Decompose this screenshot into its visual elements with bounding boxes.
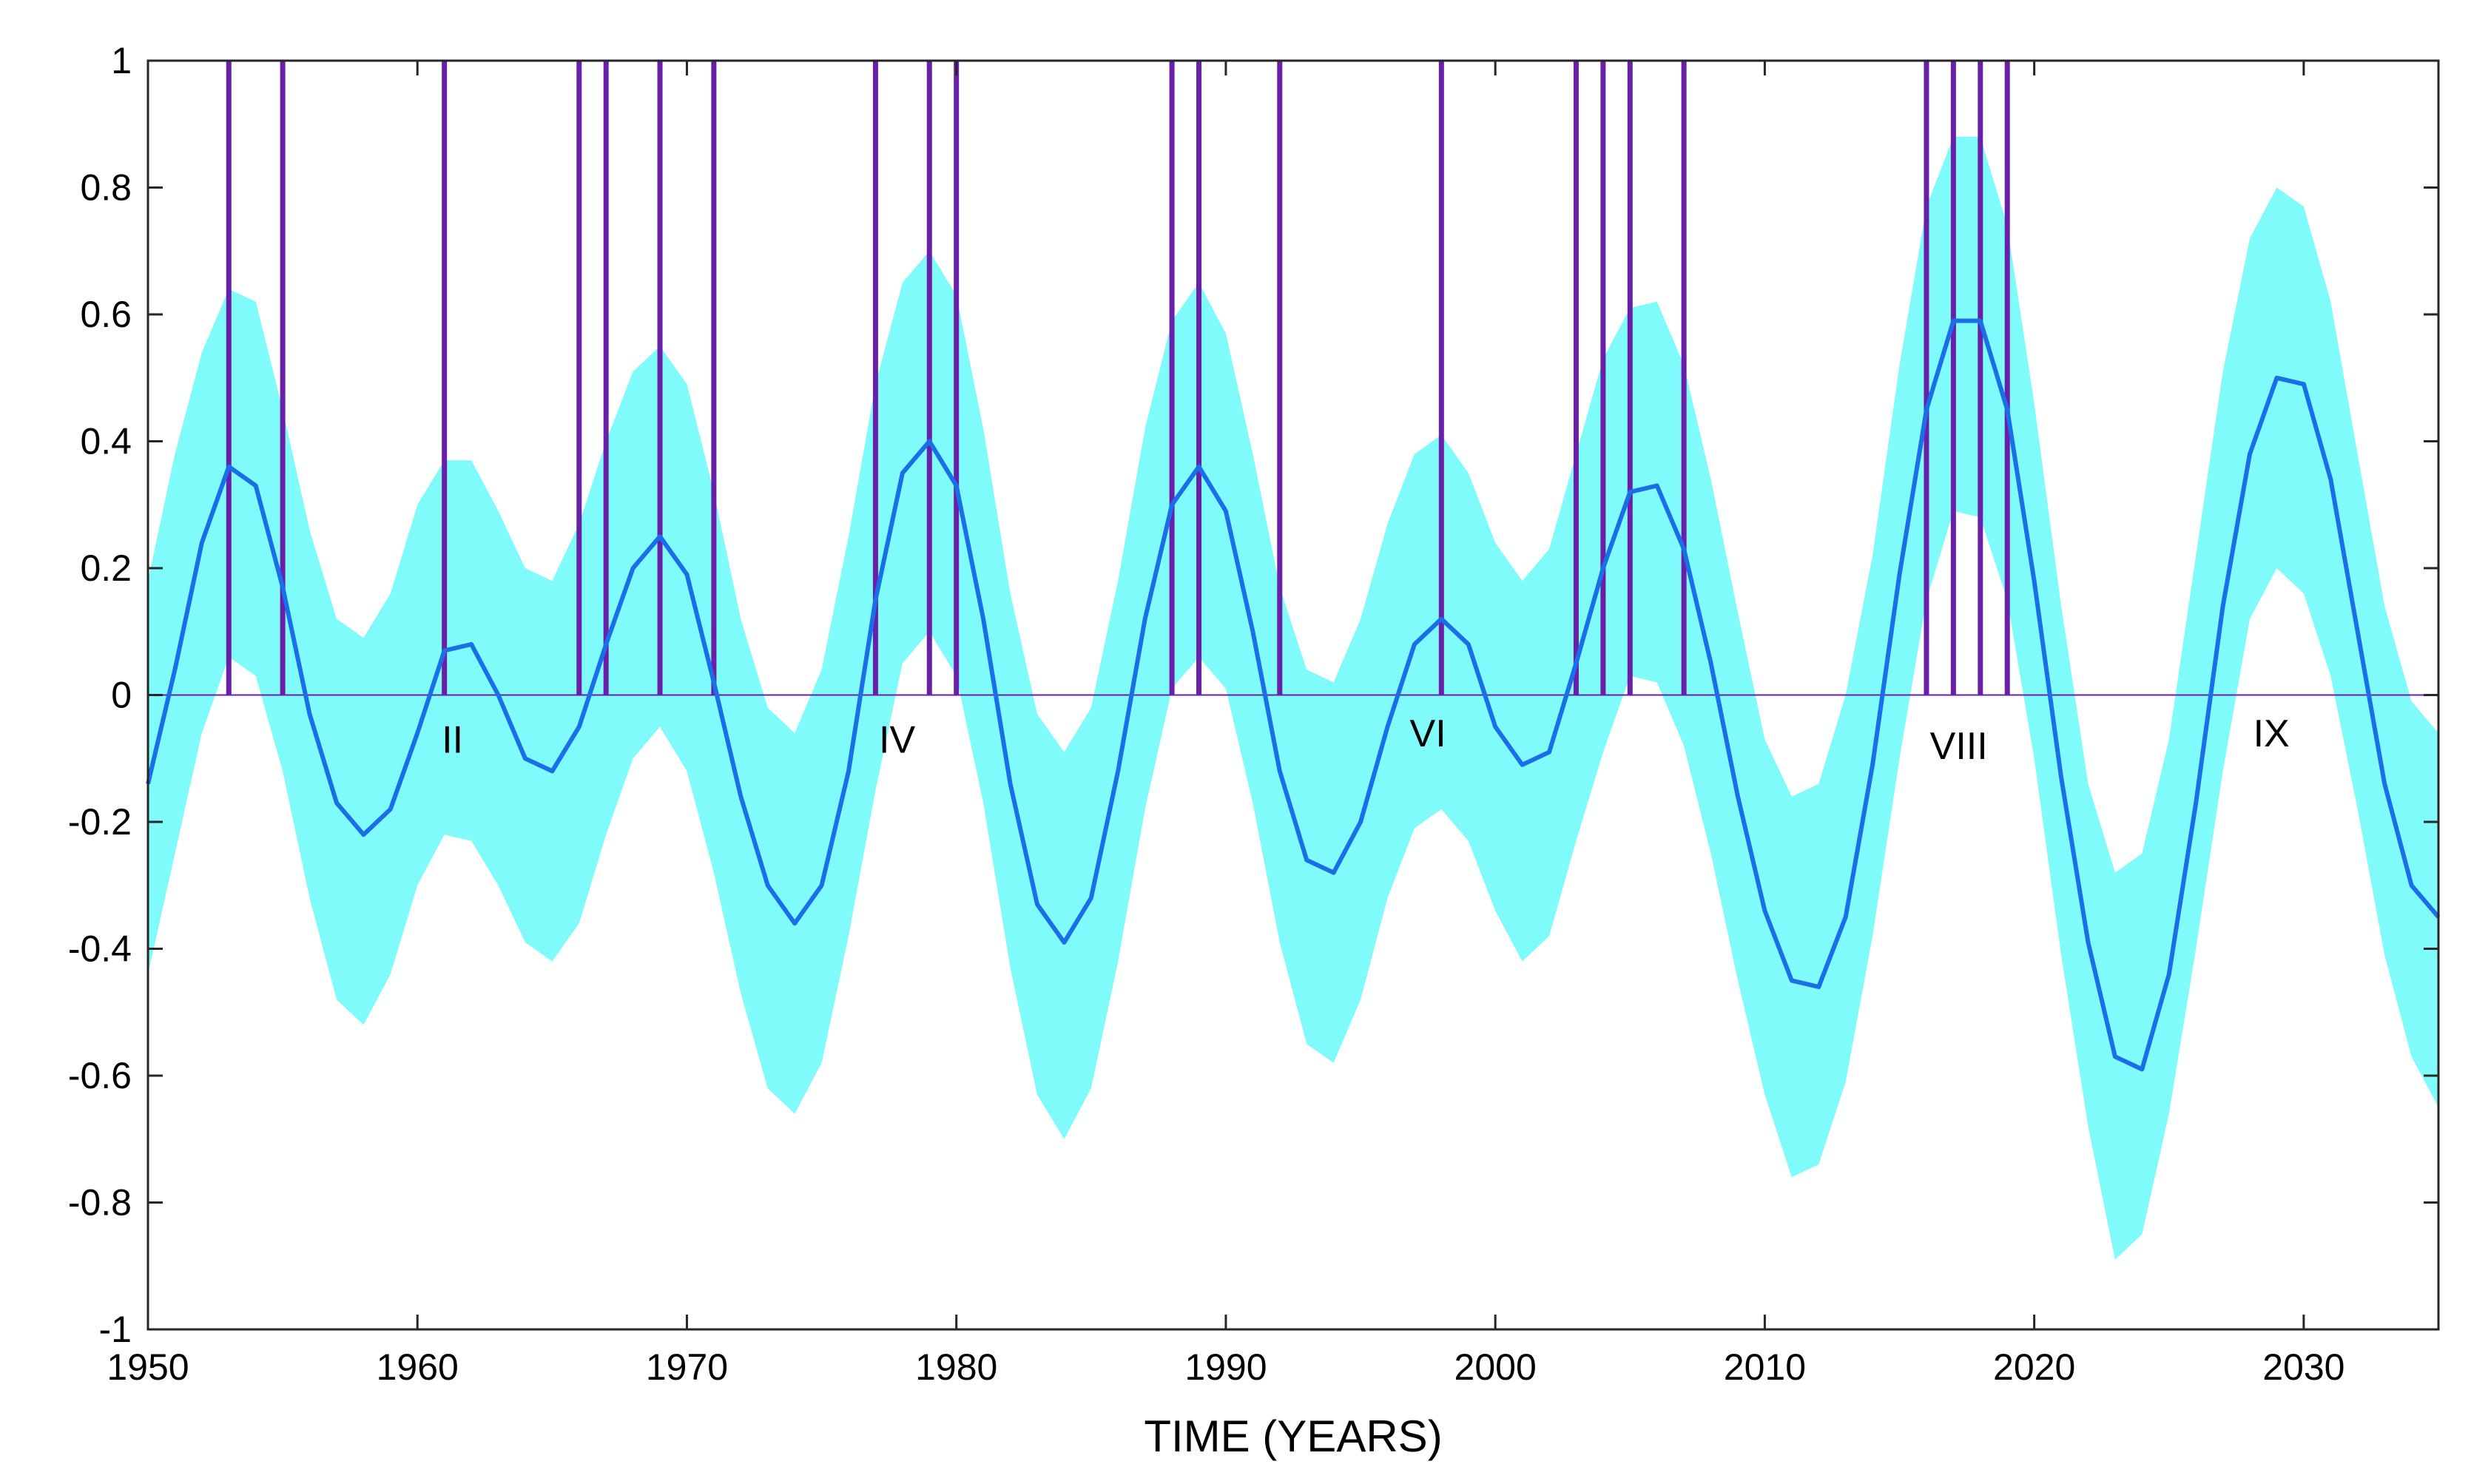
y-tick-label-0: 1	[111, 40, 132, 81]
x-tick-label-2030: 2030	[2262, 1346, 2344, 1388]
y-tick-label-4: 0.2	[80, 547, 132, 589]
y-tick-label-7: -0.4	[68, 928, 132, 970]
annotations-layer: II IV VI VIII IX	[442, 712, 2290, 768]
x-tick-label-2020: 2020	[1993, 1346, 2075, 1388]
x-tick-label-1950: 1950	[107, 1346, 189, 1388]
y-tick-label-9: -0.8	[68, 1182, 132, 1224]
y-tick-label-3: 0.4	[80, 421, 132, 462]
mean-line-layer	[146, 318, 2441, 1072]
ticks-layer: 1950 1960 1970 1980 1990 2000 2010 2020 2030 1 0.8…	[68, 40, 2438, 1388]
x-tick-label-2010: 2010	[1724, 1346, 1806, 1388]
y-tick-label-2: 0.6	[80, 294, 132, 335]
confidence-band-layer	[148, 136, 2438, 1260]
x-tick-label-1970: 1970	[646, 1346, 728, 1388]
x-tick-label-1960: 1960	[377, 1346, 459, 1388]
mean-series-line	[146, 318, 2441, 1072]
x-tick-label-1980: 1980	[915, 1346, 997, 1388]
annotation-vi: VI	[1410, 712, 1446, 755]
annotation-ii: II	[442, 719, 463, 762]
confidence-band	[148, 136, 2438, 1260]
annotation-viii: VIII	[1930, 725, 1988, 768]
x-tick-label-2000: 2000	[1454, 1346, 1537, 1388]
x-axis-title: TIME (YEARS)	[1144, 1412, 1442, 1461]
annotation-ix: IX	[2253, 712, 2290, 755]
y-tick-label-6: -0.2	[68, 801, 132, 843]
x-tick-label-1990: 1990	[1184, 1346, 1267, 1388]
y-tick-label-5: 0	[111, 675, 132, 716]
event-bars-layer	[226, 61, 2010, 695]
y-tick-label-10: -1	[99, 1309, 132, 1350]
annotation-iv: IV	[879, 719, 915, 762]
y-tick-label-1: 0.8	[80, 167, 132, 209]
y-tick-label-8: -0.6	[68, 1055, 132, 1096]
